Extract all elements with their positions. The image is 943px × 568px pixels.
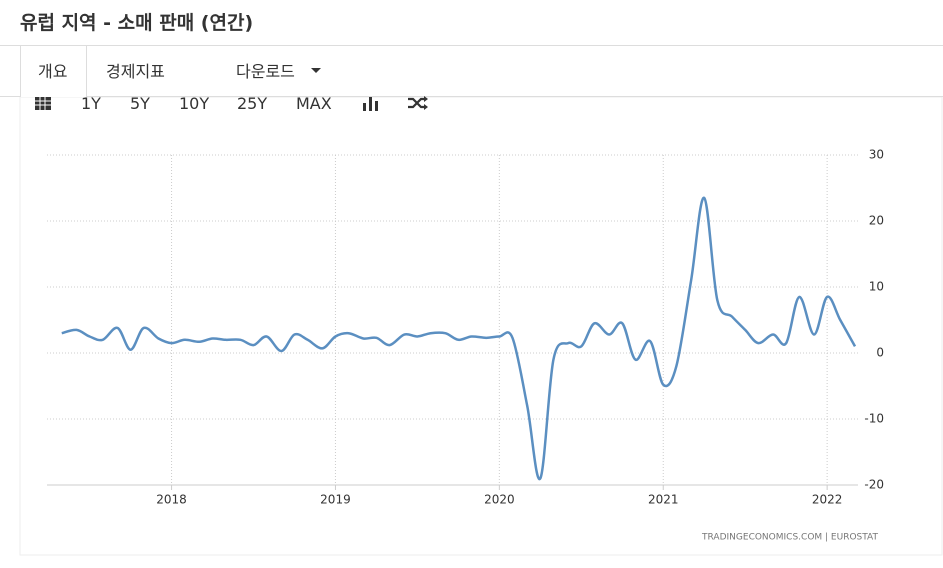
- x-tick-label: 2020: [484, 493, 515, 507]
- x-tick-label: 2022: [812, 493, 843, 507]
- y-tick-label: 30: [869, 148, 884, 162]
- x-tick-label: 2018: [156, 493, 187, 507]
- y-tick-label: -10: [864, 412, 884, 426]
- x-tick-label: 2019: [320, 493, 351, 507]
- page-title: 유럽 지역 - 소매 판매 (연간): [20, 12, 254, 34]
- range-button[interactable]: MAX: [296, 94, 332, 113]
- bar-icon[interactable]: [362, 96, 380, 112]
- range-button[interactable]: 1Y: [81, 94, 101, 113]
- y-tick-label: -20: [864, 478, 884, 492]
- y-tick-label: 10: [869, 280, 884, 294]
- shuffle-icon[interactable]: [407, 95, 429, 111]
- series-line: [61, 196, 857, 481]
- y-tick-label: 0: [876, 346, 884, 360]
- x-tick-label: 2021: [648, 493, 679, 507]
- y-tick-label: 20: [869, 214, 884, 228]
- chart-panel: [19, 96, 943, 556]
- tab[interactable]: 개요: [38, 62, 68, 81]
- range-button[interactable]: 25Y: [237, 94, 268, 113]
- source: TRADINGECONOMICS.COM | EUROSTAT: [701, 533, 878, 543]
- tab[interactable]: 경제지표: [106, 62, 165, 81]
- table-icon[interactable]: [34, 97, 52, 111]
- header: 유럽 지역 - 소매 판매 (연간): [0, 0, 943, 46]
- tab-bar: [0, 46, 943, 97]
- active-tab[interactable]: [20, 46, 87, 97]
- caret: [311, 68, 321, 73]
- tab[interactable]: 다운로드: [236, 62, 295, 81]
- range-button[interactable]: 10Y: [179, 94, 210, 113]
- range-button[interactable]: 5Y: [130, 94, 150, 113]
